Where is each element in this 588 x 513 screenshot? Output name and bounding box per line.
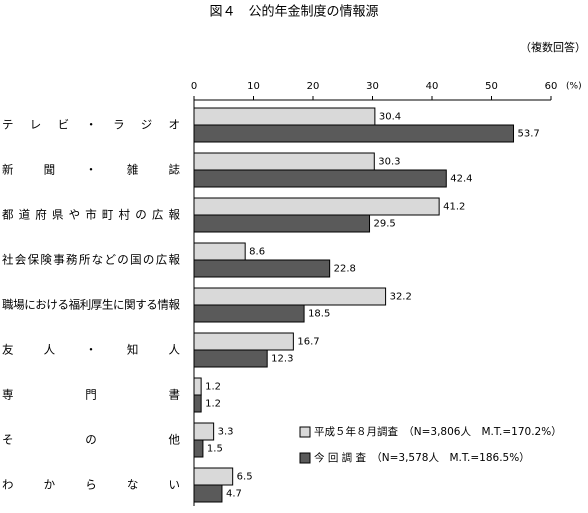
bar bbox=[193, 304, 305, 323]
x-tick-label: 20 bbox=[307, 81, 320, 92]
bar bbox=[193, 349, 268, 368]
legend-label: 平成５年８月調査 （N=3,806人 M.T.=170.2%） bbox=[314, 425, 562, 438]
note: （複数回答） bbox=[520, 40, 586, 54]
value-label: 18.5 bbox=[308, 309, 330, 320]
x-tick-label: 30 bbox=[366, 81, 379, 92]
bar bbox=[193, 107, 376, 126]
legend-label: 今 回 調 査 （N=3,578人 M.T.=186.5%） bbox=[314, 451, 530, 464]
value-label: 3.3 bbox=[218, 427, 234, 438]
bar bbox=[193, 467, 234, 486]
x-tick-label: 50 bbox=[485, 81, 498, 92]
category-label: 新聞・雑誌 bbox=[2, 163, 181, 177]
bar bbox=[193, 439, 204, 458]
value-label: 1.2 bbox=[205, 399, 221, 410]
bar bbox=[193, 124, 515, 143]
x-tick-label: 60 bbox=[545, 81, 558, 92]
bar bbox=[193, 394, 202, 413]
category-label: 専門書 bbox=[2, 388, 180, 402]
category-label: テレビ・ラジオ bbox=[2, 118, 180, 132]
bar bbox=[193, 214, 371, 233]
value-label: 42.4 bbox=[450, 174, 472, 185]
bar bbox=[193, 332, 294, 351]
legend-swatch bbox=[299, 452, 311, 464]
x-unit: (%) bbox=[566, 82, 582, 92]
value-label: 30.3 bbox=[378, 157, 400, 168]
bar bbox=[193, 484, 223, 503]
category-label: 都道府県や市町村の広報 bbox=[2, 208, 181, 222]
bar bbox=[193, 377, 202, 396]
category-label: 友人・知人 bbox=[2, 343, 181, 357]
value-label: 29.5 bbox=[374, 219, 396, 230]
value-label: 1.5 bbox=[207, 444, 223, 455]
bar bbox=[193, 169, 447, 188]
chart-title: 図４ 公的年金制度の情報源 bbox=[209, 4, 378, 20]
x-tick-label: 40 bbox=[426, 81, 439, 92]
category-label: 社会保険事務所などの国の広報 bbox=[2, 253, 181, 267]
value-label: 12.3 bbox=[271, 354, 293, 365]
bar bbox=[193, 422, 215, 441]
value-label: 4.7 bbox=[226, 489, 242, 500]
legend-swatch bbox=[299, 426, 311, 438]
x-tick-label: 0 bbox=[191, 81, 197, 92]
bar bbox=[193, 197, 440, 216]
value-label: 53.7 bbox=[518, 129, 540, 140]
value-label: 22.8 bbox=[334, 264, 356, 275]
bar bbox=[193, 287, 387, 306]
value-label: 41.2 bbox=[443, 202, 465, 213]
value-label: 8.6 bbox=[249, 247, 265, 258]
value-label: 16.7 bbox=[297, 337, 319, 348]
bar bbox=[193, 152, 375, 171]
value-label: 32.2 bbox=[390, 292, 412, 303]
value-label: 30.4 bbox=[379, 112, 401, 123]
value-label: 6.5 bbox=[237, 472, 253, 483]
bar bbox=[193, 242, 246, 261]
bar bbox=[193, 259, 331, 278]
category-label: 職場における福利厚生に関する情報 bbox=[2, 298, 181, 312]
category-label: わからない bbox=[2, 478, 180, 492]
x-tick-label: 10 bbox=[247, 81, 260, 92]
category-label: その他 bbox=[2, 433, 181, 447]
value-label: 1.2 bbox=[205, 382, 221, 393]
